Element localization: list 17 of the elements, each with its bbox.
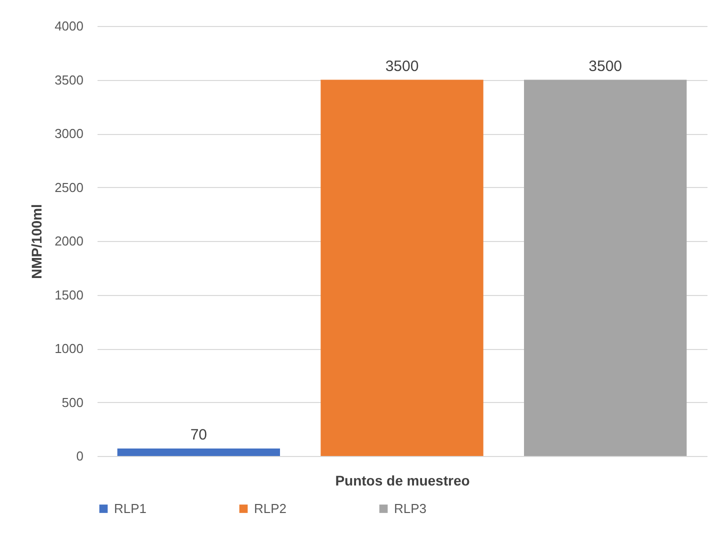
data-label: 3500 xyxy=(385,58,419,75)
y-tick-label: 2000 xyxy=(54,234,84,248)
y-axis-title: NMP/100ml xyxy=(28,204,45,279)
legend-label: RLP3 xyxy=(394,500,427,516)
legend-label: RLP2 xyxy=(254,500,287,516)
data-label: 3500 xyxy=(588,58,622,75)
y-tick-label: 1000 xyxy=(54,341,84,356)
y-tick-label: 0 xyxy=(76,448,84,464)
y-tick-label: 1500 xyxy=(54,287,84,302)
legend-label: RLP1 xyxy=(114,500,147,516)
y-tick-label: 3500 xyxy=(54,72,84,88)
y-tick-label: 4000 xyxy=(54,18,84,34)
y-tick-label: 3000 xyxy=(54,126,84,141)
x-axis-title: Puntos de muestreo xyxy=(335,472,470,488)
y-tick-label: 500 xyxy=(62,394,84,410)
data-label: 70 xyxy=(190,426,208,444)
y-tick-label: 2500 xyxy=(54,180,84,195)
